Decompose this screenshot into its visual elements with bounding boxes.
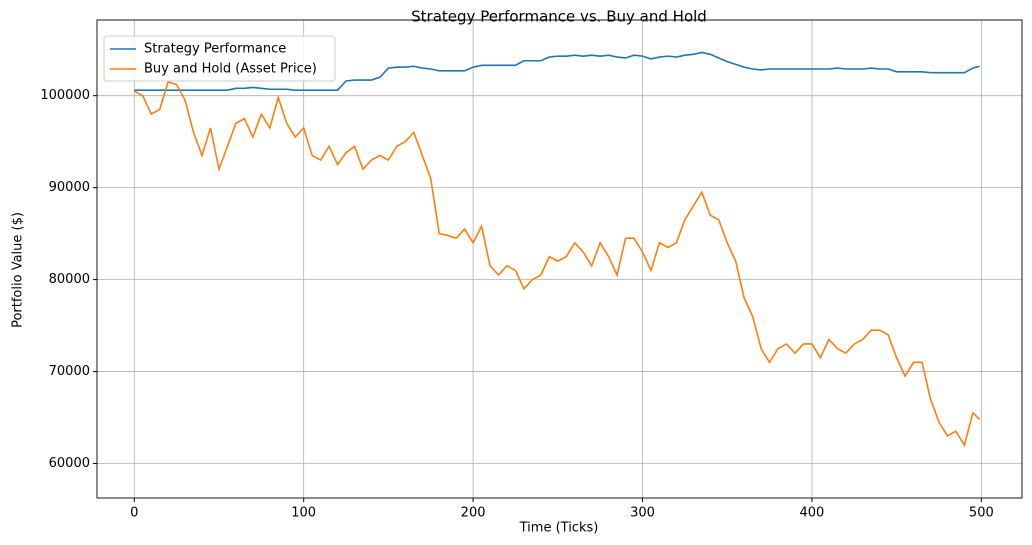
legend-box <box>103 35 336 82</box>
x-tick-label: 200 <box>461 506 486 521</box>
y-tick-label: 70000 <box>49 364 90 379</box>
x-tick-label: 400 <box>800 506 825 521</box>
x-tick-label: 100 <box>291 506 316 521</box>
x-tick-label: 500 <box>969 506 994 521</box>
x-axis-label: Time (Ticks) <box>519 521 599 536</box>
legend-label: Buy and Hold (Asset Price) <box>144 62 317 77</box>
axes-frame <box>96 19 1023 499</box>
y-tick-label: 80000 <box>49 272 90 287</box>
y-tick-label: 90000 <box>49 180 90 195</box>
y-tick-label: 100000 <box>40 88 90 103</box>
x-tick-label: 300 <box>630 506 655 521</box>
chart-title: Strategy Performance vs. Buy and Hold <box>411 8 707 26</box>
series-line <box>133 80 981 448</box>
series-line <box>134 51 980 91</box>
y-tick-label: 60000 <box>49 456 90 471</box>
legend-label: Strategy Performance <box>144 42 286 57</box>
x-tick-label: 0 <box>130 506 138 521</box>
y-axis-label: Portfolio Value ($) <box>11 212 26 328</box>
